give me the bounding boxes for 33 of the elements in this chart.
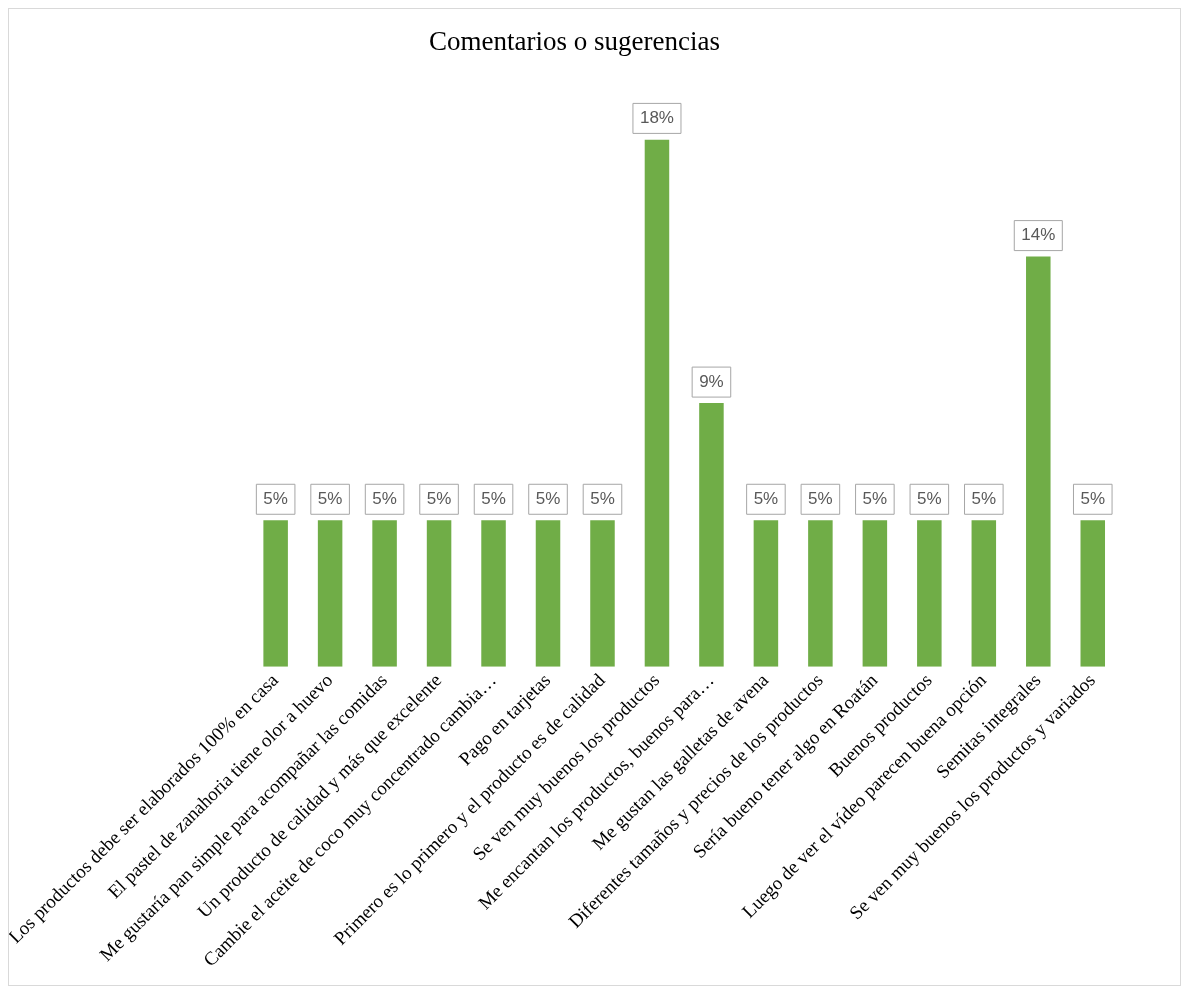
bar	[535, 520, 561, 667]
data-label: 5%	[481, 488, 506, 508]
bar	[590, 520, 615, 667]
data-label: 5%	[535, 488, 561, 508]
data-label: 5%	[917, 488, 942, 508]
data-label: 5%	[317, 488, 343, 508]
data-label: 5%	[862, 488, 888, 508]
chart-title: Comentarios o sugerencias	[429, 26, 720, 57]
data-label: 5%	[971, 488, 997, 508]
bar	[481, 520, 506, 667]
data-label: 9%	[699, 371, 724, 391]
data-label: 5%	[263, 488, 288, 508]
bar	[372, 520, 397, 667]
bar	[426, 520, 452, 667]
bar	[317, 520, 343, 667]
data-label: 5%	[590, 488, 615, 508]
bar	[753, 520, 779, 667]
data-label: 5%	[808, 488, 833, 508]
bar	[699, 403, 724, 667]
bar	[917, 520, 942, 667]
data-label: 5%	[753, 488, 779, 508]
data-label: 5%	[1080, 488, 1106, 508]
bar	[862, 520, 888, 667]
data-label: 18%	[639, 108, 674, 128]
bar	[644, 139, 670, 667]
data-label: 5%	[426, 488, 452, 508]
bar	[808, 520, 833, 667]
bar	[263, 520, 288, 667]
data-label: 14%	[1021, 225, 1056, 245]
data-label: 5%	[372, 488, 397, 508]
bar	[1080, 520, 1106, 667]
bar	[1026, 256, 1051, 667]
bar	[971, 520, 997, 667]
